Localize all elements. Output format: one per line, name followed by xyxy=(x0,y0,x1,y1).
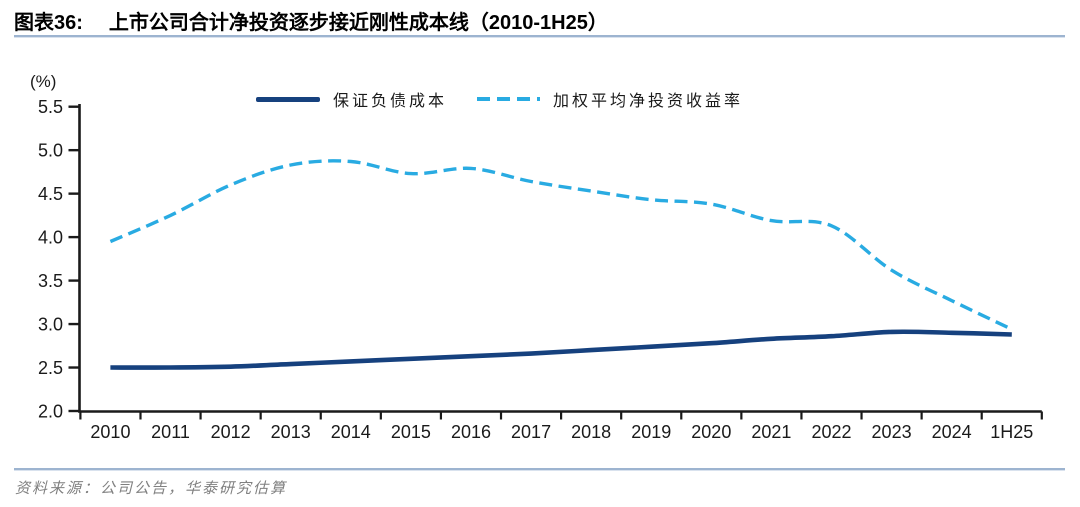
page-title: 上市公司合计净投资逐步接近刚性成本线（2010-1H25） xyxy=(108,12,608,34)
x-tick-label: 2019 xyxy=(631,422,671,442)
y-tick-label: 5.5 xyxy=(38,97,63,117)
x-tick-label: 2017 xyxy=(511,422,551,442)
source-note: 资料来源：公司公告，华泰研究估算 xyxy=(15,479,288,497)
legend-item-cost: 保证负债成本 xyxy=(256,87,447,111)
title-divider xyxy=(14,35,1065,38)
x-tick-label: 2018 xyxy=(571,422,611,442)
x-tick-label: 2014 xyxy=(331,422,371,442)
chart-legend: 保证负债成本 加权平均净投资收益率 xyxy=(256,87,743,111)
y-tick-label: 4.0 xyxy=(38,228,63,248)
solid-line-swatch xyxy=(256,96,320,102)
y-tick-label: 2.0 xyxy=(38,402,63,422)
x-tick-label: 2010 xyxy=(90,422,130,442)
x-tick-label: 2024 xyxy=(932,422,972,442)
x-tick-label: 2013 xyxy=(271,422,311,442)
x-tick-label: 1H25 xyxy=(990,422,1033,442)
x-tick-label: 2021 xyxy=(751,422,791,442)
y-tick-label: 4.5 xyxy=(38,184,63,204)
y-tick-label: 2.5 xyxy=(38,358,63,378)
x-tick-label: 2022 xyxy=(811,422,851,442)
footer-divider xyxy=(14,468,1065,471)
y-tick-label: 3.0 xyxy=(38,315,63,335)
y-tick-label: 3.5 xyxy=(38,271,63,291)
dashed-line-swatch xyxy=(477,97,541,101)
x-tick-label: 2023 xyxy=(872,422,912,442)
y-tick-label: 5.0 xyxy=(38,141,63,161)
figure-header: 图表36: 上市公司合计净投资逐步接近刚性成本线（2010-1H25） xyxy=(14,6,608,35)
legend-label-cost: 保证负债成本 xyxy=(333,93,448,110)
x-tick-label: 2020 xyxy=(691,422,731,442)
figure-label: 图表36: xyxy=(14,12,83,34)
cost-line-path xyxy=(110,329,1012,370)
x-tick-label: 2016 xyxy=(451,422,491,442)
x-tick-label: 2012 xyxy=(211,422,251,442)
x-tick-label: 2015 xyxy=(391,422,431,442)
yield-line-path xyxy=(109,159,1013,331)
x-tick-label: 2011 xyxy=(151,422,190,442)
y-axis-unit-label: (%) xyxy=(30,72,56,91)
legend-label-yield: 加权平均净投资收益率 xyxy=(553,93,744,110)
legend-item-yield: 加权平均净投资收益率 xyxy=(477,87,743,111)
